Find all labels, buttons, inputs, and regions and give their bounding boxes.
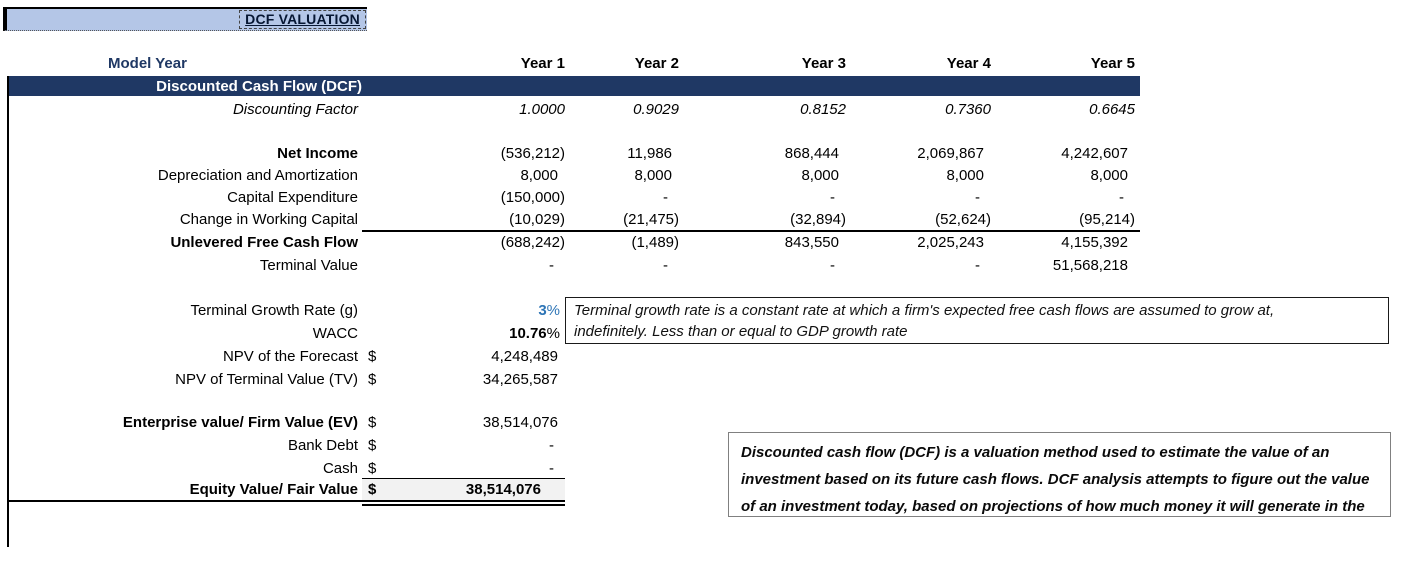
row-change-working-capital: Change in Working Capital (10,029) (21,4…	[8, 208, 1140, 230]
row-label[interactable]: Capital Expenditure	[227, 188, 358, 206]
row-wacc: WACC 10.76%	[8, 322, 1140, 344]
row-label[interactable]: Bank Debt	[287, 436, 358, 454]
total-rule-bottom	[362, 504, 565, 506]
cell[interactable]: (536,212)	[500, 144, 565, 162]
sheet-left-border	[7, 76, 9, 547]
cell[interactable]: (150,000)	[500, 188, 565, 206]
row-label[interactable]: Terminal Growth Rate (g)	[190, 301, 358, 319]
row-label[interactable]: Unlevered Free Cash Flow	[170, 233, 358, 251]
row-discounting-factor: Discounting Factor 1.0000 0.9029 0.8152 …	[8, 98, 1140, 120]
cell[interactable]: 868,444	[784, 144, 839, 162]
cell[interactable]: -	[975, 188, 980, 206]
row-terminal-value: Terminal Value - - - - 51,568,218	[8, 254, 1140, 276]
npv-forecast-cell[interactable]: 4,248,489	[491, 347, 558, 365]
currency-symbol: $	[368, 370, 377, 388]
row-label[interactable]: WACC	[312, 324, 358, 342]
row-cash: Cash $ -	[8, 457, 1140, 479]
col-header-year3[interactable]: Year 3	[801, 54, 846, 72]
cell[interactable]: (32,894)	[790, 210, 846, 228]
row-label[interactable]: Net Income	[277, 144, 358, 162]
cell[interactable]: 0.7360	[945, 100, 991, 118]
row-npv-terminal-value: NPV of Terminal Value (TV) $ 34,265,587	[8, 368, 1140, 390]
cell[interactable]: 51,568,218	[1052, 256, 1128, 274]
terminal-growth-rate-cell[interactable]: 3%	[538, 301, 560, 319]
cash-cell[interactable]: -	[549, 459, 554, 477]
total-rule-top	[8, 500, 565, 502]
col-header-year5[interactable]: Year 5	[1090, 54, 1135, 72]
currency-symbol: $	[368, 481, 377, 498]
cell[interactable]: 8,000	[946, 166, 984, 184]
section-header-label: Discounted Cash Flow (DCF)	[156, 77, 362, 95]
equity-value-total-cell[interactable]: $ 38,514,076	[362, 478, 565, 500]
cell[interactable]: 0.9029	[633, 100, 679, 118]
row-capital-expenditure: Capital Expenditure (150,000) - - - -	[8, 186, 1140, 208]
equity-value-amount: 38,514,076	[465, 481, 541, 498]
title-banner: DCF VALUATION	[3, 7, 367, 31]
cell[interactable]: 2,069,867	[917, 144, 984, 162]
row-label[interactable]: Change in Working Capital	[179, 210, 358, 228]
model-year-label[interactable]: Model Year	[108, 54, 187, 72]
cell[interactable]: -	[663, 188, 668, 206]
currency-symbol: $	[368, 347, 377, 365]
cell[interactable]: (10,029)	[509, 210, 565, 228]
bank-debt-cell[interactable]: -	[549, 436, 554, 454]
section-header-bar[interactable]: Discounted Cash Flow (DCF)	[8, 76, 1140, 96]
cell[interactable]: 0.8152	[800, 100, 846, 118]
row-npv-forecast: NPV of the Forecast $ 4,248,489	[8, 345, 1140, 367]
row-enterprise-value: Enterprise value/ Firm Value (EV) $ 38,5…	[8, 411, 1140, 433]
cell[interactable]: 1.0000	[519, 100, 565, 118]
cell[interactable]: (95,214)	[1079, 210, 1135, 228]
row-label[interactable]: Enterprise value/ Firm Value (EV)	[122, 413, 358, 431]
cell[interactable]: -	[1119, 188, 1124, 206]
sheet-title-cell[interactable]: DCF VALUATION	[239, 10, 366, 29]
col-header-year2[interactable]: Year 2	[634, 54, 679, 72]
cell[interactable]: (1,489)	[631, 233, 679, 251]
sum-rule	[362, 230, 1140, 232]
year-header-row: Model Year Year 1 Year 2 Year 3 Year 4 Y…	[8, 52, 1140, 74]
row-label[interactable]: NPV of the Forecast	[222, 347, 358, 365]
currency-symbol: $	[368, 413, 377, 431]
row-depreciation-amortization: Depreciation and Amortization 8,000 8,00…	[8, 164, 1140, 186]
cell[interactable]: -	[975, 256, 980, 274]
cell[interactable]: -	[830, 256, 835, 274]
row-terminal-growth-rate: Terminal Growth Rate (g) 3%	[8, 299, 1140, 321]
row-label[interactable]: Terminal Value	[259, 256, 358, 274]
cell[interactable]: 2,025,243	[917, 233, 984, 251]
cell[interactable]: 8,000	[634, 166, 672, 184]
cell[interactable]: (21,475)	[623, 210, 679, 228]
cell[interactable]: 843,550	[784, 233, 839, 251]
row-unlevered-fcf: Unlevered Free Cash Flow (688,242) (1,48…	[8, 231, 1140, 253]
col-header-year1[interactable]: Year 1	[520, 54, 565, 72]
row-label[interactable]: NPV of Terminal Value (TV)	[175, 370, 358, 388]
row-label[interactable]: Equity Value/ Fair Value	[189, 480, 358, 498]
currency-symbol: $	[368, 459, 377, 477]
enterprise-value-cell[interactable]: 38,514,076	[482, 413, 558, 431]
cell[interactable]: (688,242)	[500, 233, 565, 251]
row-label[interactable]: Depreciation and Amortization	[157, 166, 358, 184]
col-header-year4[interactable]: Year 4	[946, 54, 991, 72]
cell[interactable]: 8,000	[1090, 166, 1128, 184]
cell[interactable]: 4,242,607	[1061, 144, 1128, 162]
cell[interactable]: -	[549, 256, 554, 274]
cell[interactable]: 4,155,392	[1061, 233, 1128, 251]
cell[interactable]: 8,000	[520, 166, 558, 184]
cell[interactable]: 8,000	[801, 166, 839, 184]
row-net-income: Net Income (536,212) 11,986 868,444 2,06…	[8, 142, 1140, 164]
cell[interactable]: 11,986	[627, 144, 672, 162]
wacc-cell[interactable]: 10.76%	[509, 324, 560, 342]
currency-symbol: $	[368, 436, 377, 454]
dcf-definition-note-box[interactable]: Discounted cash flow (DCF) is a valuatio…	[728, 432, 1391, 517]
row-bank-debt: Bank Debt $ -	[8, 434, 1140, 456]
terminal-growth-note-box[interactable]: Terminal growth rate is a constant rate …	[565, 297, 1389, 344]
row-label[interactable]: Cash	[322, 459, 358, 477]
cell[interactable]: 0.6645	[1089, 100, 1135, 118]
cell[interactable]: -	[830, 188, 835, 206]
row-equity-value: Equity Value/ Fair Value	[8, 478, 1140, 500]
cell[interactable]: (52,624)	[935, 210, 991, 228]
npv-terminal-value-cell[interactable]: 34,265,587	[482, 370, 558, 388]
cell[interactable]: -	[663, 256, 668, 274]
row-label[interactable]: Discounting Factor	[232, 100, 358, 118]
